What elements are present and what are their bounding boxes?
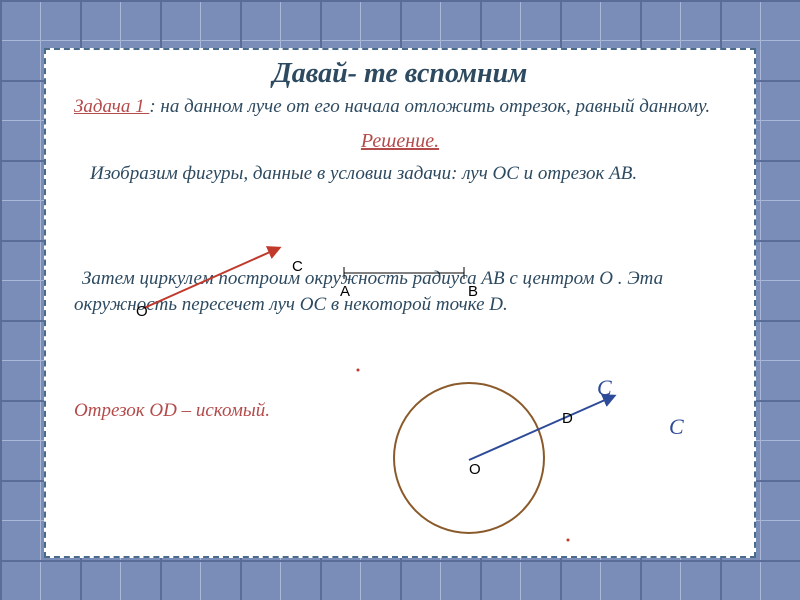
task-statement: Задача 1 : на данном луче от его начала … <box>74 94 726 120</box>
page-title: Давай- те вспомним <box>74 58 726 90</box>
step-1-text: Изобразим фигуры, данные в условии задач… <box>74 161 726 187</box>
content-card: Давай- те вспомним Задача 1 : на данном … <box>44 48 756 558</box>
diagram-spacer-2 <box>74 318 726 380</box>
task-label: Задача 1 <box>74 96 149 117</box>
diagram-spacer-1 <box>74 186 726 258</box>
task-text: : на данном луче от его начала отложить … <box>149 96 710 117</box>
step-2-text: Затем циркулем построим окружность радиу… <box>74 266 726 317</box>
answer-text: Отрезок ОD – искомый. <box>74 400 726 422</box>
solution-heading: Решение. <box>74 130 726 153</box>
